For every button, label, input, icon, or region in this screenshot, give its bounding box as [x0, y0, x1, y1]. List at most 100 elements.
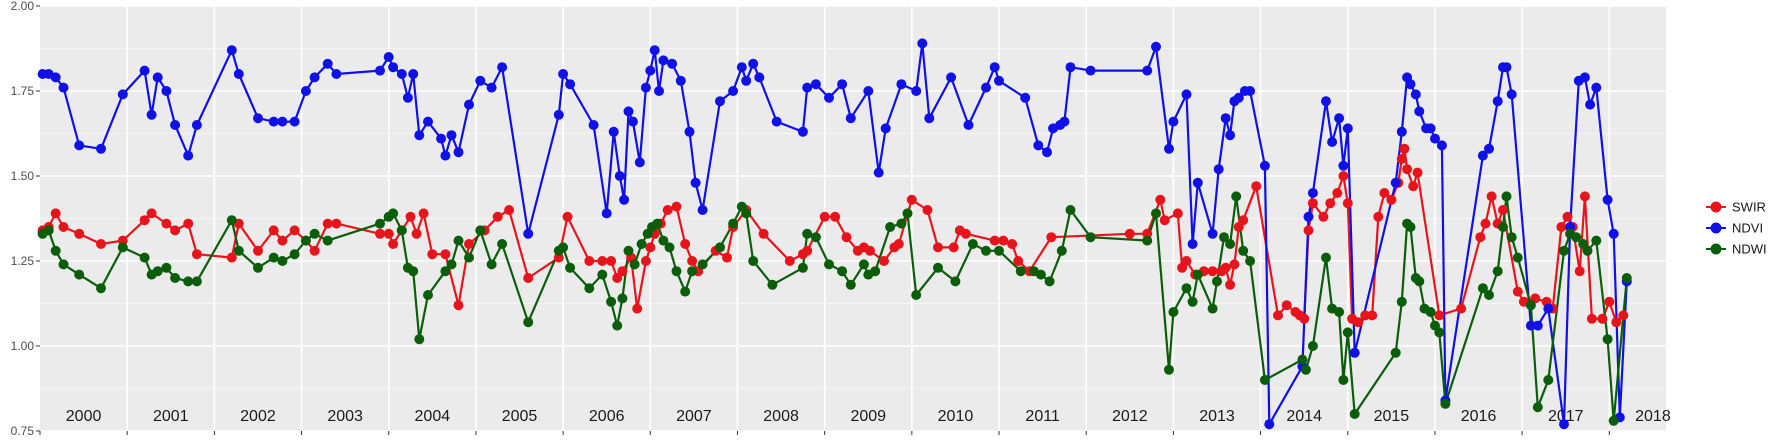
point-ndvi	[1430, 133, 1440, 144]
point-ndwi	[1390, 347, 1401, 358]
point-ndwi	[161, 262, 172, 273]
point-ndvi	[1543, 303, 1554, 314]
point-ndvi	[1187, 239, 1198, 249]
point-ndwi	[1425, 307, 1436, 317]
point-ndwi	[1414, 276, 1425, 287]
point-ndwi	[885, 222, 896, 232]
point-swir	[640, 256, 651, 266]
point-ndvi	[553, 109, 564, 120]
point-ndwi	[440, 266, 451, 277]
point-ndvi	[1579, 72, 1590, 83]
point-ndwi	[191, 276, 202, 287]
point-swir	[1611, 317, 1622, 328]
point-ndvi	[1245, 86, 1256, 96]
point-swir	[879, 256, 889, 266]
point-ndwi	[870, 266, 881, 277]
year-label: 2018	[1635, 408, 1671, 425]
point-ndvi	[1608, 228, 1619, 239]
point-swir	[722, 252, 732, 263]
point-ndvi	[917, 38, 928, 49]
legend-label-ndvi: NDVI	[1732, 221, 1763, 236]
point-swir	[1604, 296, 1615, 307]
point-swir	[1456, 303, 1467, 314]
point-ndwi	[896, 218, 907, 229]
point-ndvi	[771, 116, 782, 127]
point-swir	[1412, 167, 1423, 178]
point-ndvi	[183, 150, 194, 161]
legend: SWIR NDVI NDWI	[1706, 200, 1767, 257]
point-ndwi	[1477, 283, 1488, 294]
point-swir	[998, 235, 1009, 246]
point-swir	[523, 273, 534, 283]
point-ndwi	[268, 252, 279, 263]
point-ndvi	[1602, 194, 1613, 205]
point-ndvi	[911, 86, 922, 96]
point-ndvi	[322, 58, 333, 69]
point-ndvi	[226, 45, 237, 56]
point-swir	[1303, 225, 1314, 236]
point-ndvi	[654, 86, 664, 96]
point-swir	[1181, 256, 1192, 266]
point-ndwi	[715, 242, 725, 253]
point-ndvi	[1192, 177, 1203, 188]
point-ndvi	[1559, 419, 1569, 430]
point-swir	[1597, 313, 1608, 324]
point-swir	[1281, 300, 1292, 311]
point-ndvi	[1477, 150, 1488, 161]
point-ndwi	[1085, 232, 1096, 243]
point-swir	[865, 245, 875, 256]
point-ndwi	[322, 235, 333, 246]
point-swir	[802, 245, 813, 256]
y-tick-label: 2.00	[11, 0, 35, 13]
point-ndvi	[736, 62, 747, 73]
year-label: 2010	[938, 408, 974, 425]
point-ndwi	[1065, 205, 1076, 215]
point-ndvi	[690, 177, 701, 188]
point-ndvi	[1059, 116, 1070, 127]
point-swir	[562, 211, 573, 222]
point-ndwi	[1231, 191, 1242, 202]
point-swir	[758, 228, 769, 239]
point-ndvi	[1207, 228, 1218, 239]
point-ndvi	[896, 79, 907, 90]
point-ndwi	[697, 259, 708, 270]
point-swir	[440, 249, 451, 260]
point-ndwi	[1297, 354, 1308, 365]
year-label: 2004	[415, 408, 451, 425]
point-ndvi	[684, 126, 695, 137]
y-tick-label: 1.75	[11, 84, 35, 98]
point-swir	[1396, 154, 1407, 164]
point-ndvi	[1233, 92, 1244, 103]
point-swir	[1562, 211, 1573, 222]
point-ndwi	[226, 215, 237, 226]
year-label: 2016	[1461, 408, 1497, 425]
point-ndvi	[440, 150, 451, 161]
point-ndwi	[233, 245, 244, 256]
point-swir	[1512, 286, 1523, 297]
point-ndwi	[309, 228, 320, 239]
point-swir	[671, 201, 682, 212]
point-ndwi	[950, 276, 961, 287]
year-label: 2015	[1374, 408, 1410, 425]
point-swir	[1386, 194, 1397, 205]
point-swir	[427, 249, 438, 260]
point-swir	[50, 208, 61, 219]
point-ndwi	[911, 290, 922, 300]
point-ndvi	[486, 82, 497, 93]
point-ndwi	[558, 242, 569, 253]
point-ndvi	[375, 65, 385, 76]
point-ndwi	[748, 256, 759, 266]
point-swir	[453, 300, 464, 311]
point-ndvi	[96, 143, 106, 154]
point-swir	[411, 228, 422, 239]
point-swir	[933, 242, 943, 253]
point-ndwi	[597, 269, 608, 280]
point-ndvi	[1225, 130, 1236, 141]
point-ndwi	[1334, 307, 1345, 317]
point-ndvi	[1303, 211, 1314, 222]
point-ndwi	[375, 218, 385, 229]
point-ndwi	[497, 239, 508, 249]
legend-label-ndwi: NDWI	[1732, 242, 1767, 257]
point-swir	[170, 225, 181, 236]
point-ndwi	[1525, 300, 1536, 311]
